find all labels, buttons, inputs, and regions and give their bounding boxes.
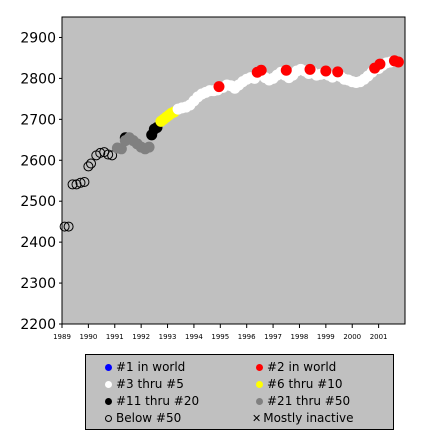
- legend-item-inactive: ✕ Mostly inactive: [252, 411, 354, 426]
- data-point-top21_50: [143, 141, 155, 153]
- x-tick-label: 1990: [79, 333, 97, 341]
- y-tick-label: 2400: [20, 235, 56, 251]
- data-point-top2: [213, 81, 225, 93]
- x-tick-label: 1997: [264, 333, 282, 341]
- legend-label-top1: #1 in world: [116, 360, 186, 374]
- y-tick-label: 2600: [20, 153, 56, 169]
- data-point-below50: [103, 149, 114, 160]
- legend-item-top2: #2 in world: [256, 360, 336, 374]
- data-point-below50: [79, 176, 90, 187]
- data-point-top21_50: [115, 143, 127, 155]
- legend-label-top2: #2 in world: [267, 360, 337, 374]
- data-point-below50: [86, 158, 97, 169]
- x-tick-label: 1991: [106, 333, 124, 341]
- data-point-below50: [95, 147, 106, 158]
- y-axis: 2200 2300 2400 2500 2600 2700 2800 2900: [20, 30, 62, 333]
- data-point-below50: [67, 179, 78, 190]
- x-tick-label: 1992: [132, 333, 150, 341]
- x-tick-label: 2001: [370, 333, 388, 341]
- data-point-top2: [320, 65, 332, 77]
- data-point-below50: [75, 177, 86, 188]
- legend-marker-top21-50: [256, 398, 263, 405]
- data-point-top2: [392, 56, 404, 68]
- data-point-top2: [280, 64, 292, 76]
- y-tick-label: 2900: [20, 30, 56, 46]
- legend-item-top1: #1 in world: [105, 360, 185, 374]
- legend-label-top21-50: #21 thru #50: [267, 394, 351, 408]
- y-tick-label: 2500: [20, 194, 56, 210]
- legend-marker-inactive: ✕: [252, 412, 262, 425]
- x-tick-label: 1995: [211, 333, 229, 341]
- y-tick-label: 2300: [20, 276, 56, 292]
- y-tick-label: 2700: [20, 112, 56, 128]
- x-tick-label: 1993: [159, 333, 177, 341]
- x-tick-label: 1994: [185, 333, 203, 341]
- legend-label-inactive: Mostly inactive: [263, 411, 354, 425]
- legend-label-top6-10: #6 thru #10: [267, 377, 343, 391]
- x-tick-label: 1996: [238, 333, 256, 341]
- legend: #1 in world #2 in world #3 thru #5 #6 th…: [85, 354, 394, 430]
- legend-marker-top11-20: [105, 398, 112, 405]
- data-point-below50: [63, 221, 74, 232]
- legend-item-top21-50: #21 thru #50: [256, 394, 350, 408]
- y-tick-label: 2200: [20, 317, 56, 333]
- legend-marker-top2: [256, 364, 263, 371]
- data-point-top2: [374, 58, 386, 70]
- x-tick-label: 1999: [317, 333, 335, 341]
- legend-marker-below50: [105, 415, 112, 422]
- legend-item-top3-5: #3 thru #5: [105, 377, 184, 391]
- x-axis: 1989 1990 1991 1992 1993 1994 1995 1996 1997 1998…: [53, 324, 388, 341]
- data-point-top2: [255, 64, 267, 76]
- y-tick-label: 2800: [20, 71, 56, 87]
- x-tick-label: 1989: [53, 333, 71, 341]
- legend-item-top11-20: #11 thru #20: [105, 394, 199, 408]
- x-tick-label: 1998: [291, 333, 309, 341]
- legend-marker-top6-10: [256, 381, 263, 388]
- data-point-top2: [332, 66, 344, 78]
- legend-label-top11-20: #11 thru #20: [116, 394, 200, 408]
- data-point-below50: [59, 221, 70, 232]
- plot-area: [61, 16, 406, 325]
- data-points: [59, 55, 404, 232]
- x-tick-label: 2000: [343, 333, 361, 341]
- legend-marker-top3-5: [105, 381, 112, 388]
- data-point-below50: [107, 150, 118, 161]
- data-point-below50: [83, 161, 94, 172]
- legend-label-top3-5: #3 thru #5: [116, 377, 184, 391]
- legend-marker-top1: [105, 364, 112, 371]
- legend-label-below50: Below #50: [116, 411, 182, 425]
- data-point-top2: [304, 63, 316, 75]
- legend-item-top6-10: #6 thru #10: [256, 377, 343, 391]
- legend-item-below50: Below #50: [105, 411, 181, 425]
